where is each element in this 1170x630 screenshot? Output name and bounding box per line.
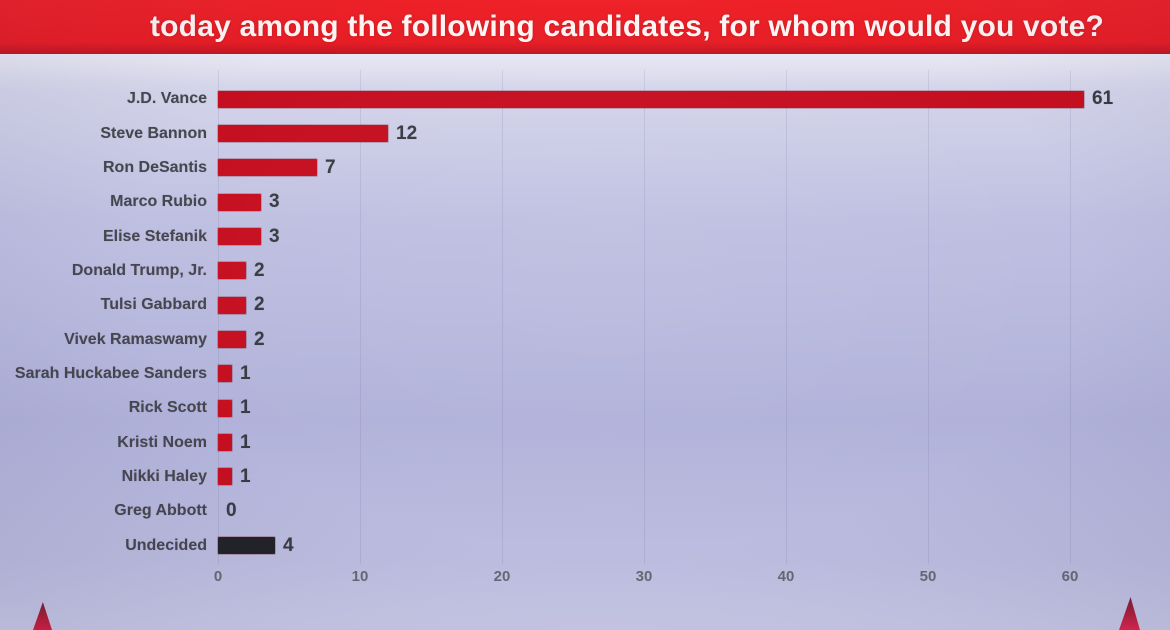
gridline: [1070, 70, 1071, 564]
category-label: J.D. Vance: [126, 90, 207, 108]
bar-area: 7: [218, 157, 336, 179]
value-label: 4: [283, 534, 294, 556]
gridline: [786, 70, 787, 564]
chart-row-rick-scott: Rick Scott 1: [0, 391, 1170, 425]
gridline: [360, 70, 361, 564]
chart-row-elise-stefanik: Elise Stefanik 3: [0, 219, 1170, 253]
value-label: 2: [254, 259, 265, 281]
bar-area: 3: [218, 191, 280, 213]
bar: [218, 262, 246, 280]
category-label: Vivek Ramaswamy: [64, 330, 207, 348]
value-label: 61: [1092, 88, 1114, 110]
category-label: Undecided: [125, 536, 207, 554]
chart-row-ron-desantis: Ron DeSantis 7: [0, 151, 1170, 185]
bar: [218, 159, 317, 177]
chart-row-sarah-huckabee-sanders: Sarah Huckabee Sanders 1: [0, 357, 1170, 391]
value-label: 1: [240, 465, 251, 487]
x-axis-tick-10: 10: [351, 568, 369, 585]
category-label: Tulsi Gabbard: [100, 296, 207, 314]
value-label: 1: [240, 362, 251, 384]
chart-row-kristi-noem: Kristi Noem 1: [0, 425, 1170, 459]
bar-area: 2: [218, 260, 265, 282]
x-axis-tick-50: 50: [919, 568, 937, 585]
bar-area: 12: [218, 123, 417, 145]
chart-row-steve-bannon: Steve Bannon 12: [0, 116, 1170, 150]
value-label: 3: [269, 191, 280, 213]
bar-area: 1: [218, 432, 251, 454]
question-text: today among the following candidates, fo…: [149, 10, 1105, 43]
x-axis-tick-60: 60: [1061, 568, 1079, 585]
value-label: 2: [254, 294, 265, 316]
category-label: Donald Trump, Jr.: [71, 261, 207, 279]
chart-row-marco-rubio: Marco Rubio 3: [0, 185, 1170, 219]
bar: [218, 399, 232, 417]
chart-row-undecided: Undecided 4: [0, 528, 1170, 562]
bar: [218, 125, 388, 143]
bar: [218, 331, 246, 349]
value-label: 1: [240, 397, 251, 419]
x-axis-tick-40: 40: [777, 568, 795, 585]
chart-row-tulsi-gabbard: Tulsi Gabbard 2: [0, 288, 1170, 322]
bar: [218, 537, 275, 555]
chart-row-nikki-haley: Nikki Haley 1: [0, 460, 1170, 494]
category-label: Greg Abbott: [114, 502, 207, 520]
category-label: Ron DeSantis: [102, 158, 207, 176]
value-label: 12: [396, 122, 418, 144]
bar-area: 3: [218, 226, 280, 248]
value-label: 1: [240, 431, 251, 453]
bar-area: 4: [218, 535, 294, 557]
bar: [218, 296, 246, 314]
category-label: Nikki Haley: [121, 467, 207, 485]
gridline: [928, 70, 929, 564]
category-label: Rick Scott: [128, 399, 207, 417]
bar-area: 1: [218, 466, 251, 488]
bar-area: 61: [218, 88, 1113, 110]
chart-row-j-d-vance: J.D. Vance 61: [0, 82, 1170, 116]
category-label: Steve Bannon: [100, 124, 207, 142]
bar-chart: J.D. Vance 61 Steve Bannon 12 Ron DeSantis 7 M…: [0, 82, 1170, 563]
bar-area: 2: [218, 294, 265, 316]
bar: [218, 468, 232, 486]
bar-area: 0: [218, 500, 237, 522]
x-axis-tick-0: 0: [213, 568, 223, 585]
category-label: Elise Stefanik: [102, 227, 207, 245]
value-label: 2: [254, 328, 265, 350]
value-label: 0: [226, 500, 237, 522]
bar: [218, 434, 232, 452]
x-axis-tick-30: 30: [635, 568, 653, 585]
chart-row-greg-abbott: Greg Abbott 0: [0, 494, 1170, 528]
bar: [218, 365, 232, 383]
bar: [218, 90, 1084, 108]
bar: [218, 193, 261, 211]
x-axis: 0 10 20 30 40 50 60: [0, 568, 1170, 588]
bar-area: 2: [218, 329, 265, 351]
question-banner: today among the following candidates, fo…: [0, 0, 1170, 54]
gridline: [218, 70, 219, 564]
bar-area: 1: [218, 397, 251, 419]
x-axis-tick-20: 20: [493, 568, 511, 585]
chart-row-vivek-ramaswamy: Vivek Ramaswamy 2: [0, 322, 1170, 356]
value-label: 7: [325, 156, 336, 178]
bar-area: 1: [218, 363, 251, 385]
category-label: Marco Rubio: [110, 193, 207, 211]
category-label: Sarah Huckabee Sanders: [14, 364, 207, 382]
category-label: Kristi Noem: [117, 433, 207, 451]
gridline: [502, 70, 503, 564]
chart-row-donald-trump-jr: Donald Trump, Jr. 2: [0, 254, 1170, 288]
value-label: 3: [269, 225, 280, 247]
bar: [218, 228, 261, 246]
gridline: [644, 70, 645, 564]
